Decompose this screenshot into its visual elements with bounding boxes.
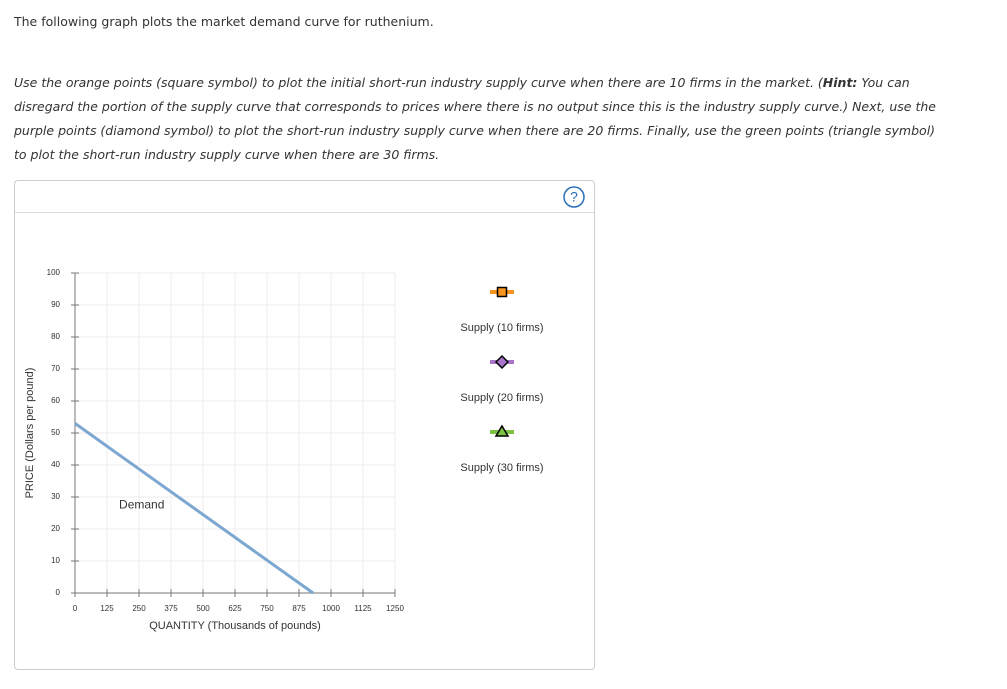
y-tick-label: 60 (51, 396, 60, 405)
graph-panel (14, 180, 595, 670)
instruction-text: Use the orange points (square symbol) to… (14, 75, 823, 90)
help-icon[interactable] (563, 186, 585, 208)
instructions: Use the orange points (square symbol) to… (14, 71, 944, 167)
panel-divider (15, 212, 594, 213)
instruction-text: You can disregard the portion of the sup… (14, 75, 936, 162)
x-tick-label: 1000 (322, 604, 340, 613)
y-tick-label: 30 (51, 492, 60, 501)
x-tick-label: 125 (100, 604, 114, 613)
y-tick-label: 70 (51, 364, 60, 373)
palette-label: Supply (10 firms) (460, 322, 543, 334)
y-tick-label: 40 (51, 460, 60, 469)
palette-diamond[interactable] (494, 354, 510, 370)
y-tick-label: 10 (51, 556, 60, 565)
y-tick-label: 100 (47, 268, 61, 277)
x-tick-label: 375 (164, 604, 178, 613)
y-tick-label: 50 (51, 428, 60, 437)
intro-text: The following graph plots the market dem… (14, 14, 434, 29)
palette-label: Supply (30 firms) (460, 462, 543, 474)
x-tick-label: 0 (73, 604, 78, 613)
demand-line (74, 422, 314, 595)
x-tick-label: 500 (196, 604, 210, 613)
y-tick-label: 20 (51, 524, 60, 533)
y-tick-label: 0 (56, 588, 61, 597)
x-axis-title: QUANTITY (Thousands of pounds) (149, 620, 321, 632)
palette-label: Supply (20 firms) (460, 392, 543, 404)
x-tick-label: 875 (292, 604, 306, 613)
curve-label: Demand (119, 497, 164, 511)
x-tick-label: 1250 (386, 604, 404, 613)
help-label[interactable]: ? (570, 189, 578, 205)
y-tick-label: 90 (51, 300, 60, 309)
palette-triangle[interactable] (494, 424, 510, 437)
y-axis-title: PRICE (Dollars per pound) (24, 368, 36, 499)
y-tick-label: 80 (51, 332, 60, 341)
x-tick-label: 1125 (354, 604, 372, 613)
x-tick-label: 625 (228, 604, 242, 613)
x-tick-label: 750 (260, 604, 274, 613)
x-tick-label: 250 (132, 604, 146, 613)
palette-square[interactable] (496, 286, 508, 298)
hint-label: Hint: (822, 75, 858, 90)
